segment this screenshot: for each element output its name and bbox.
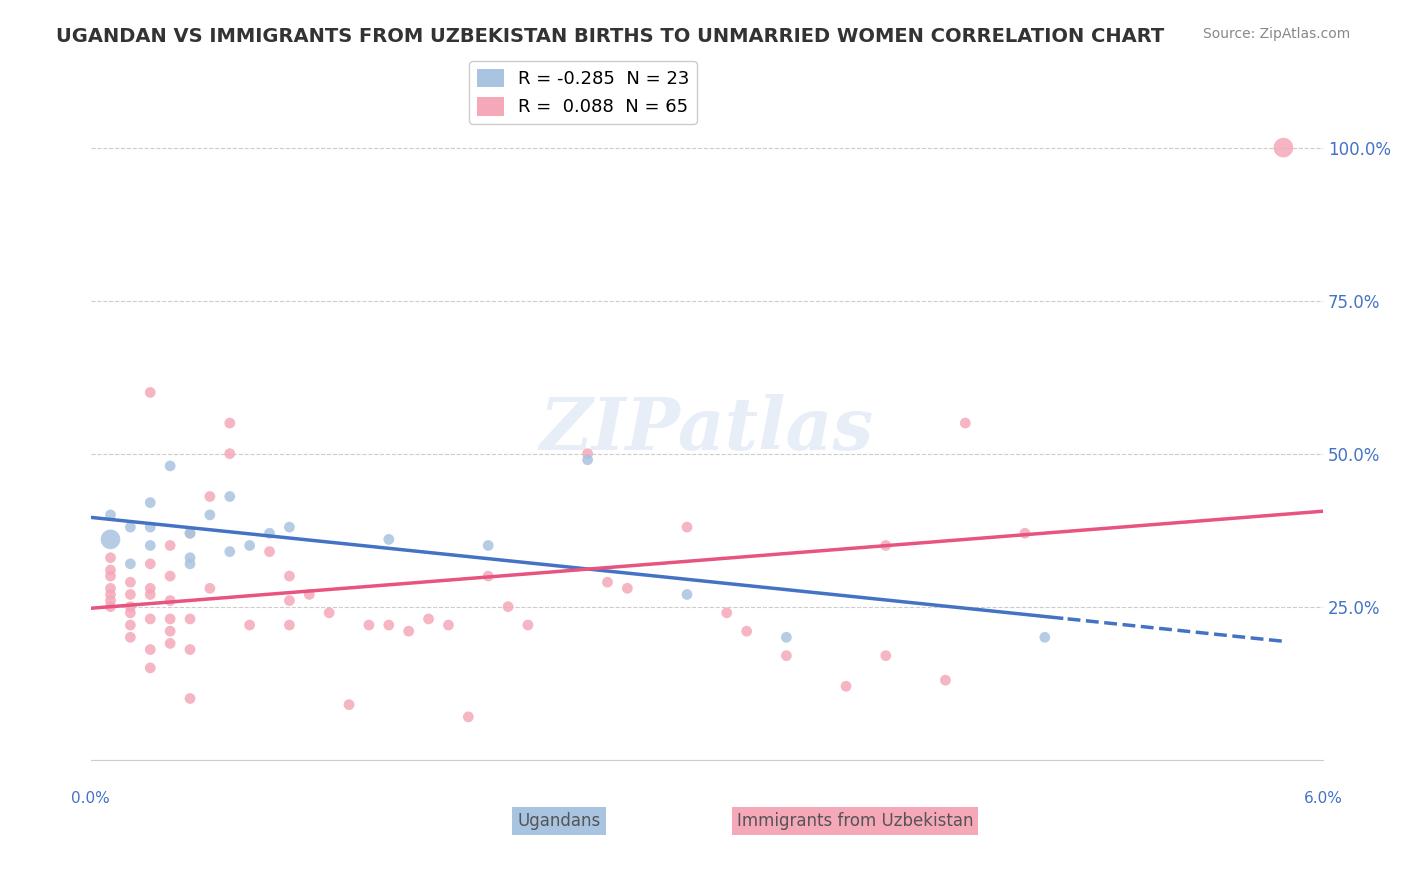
Point bbox=[418, 612, 440, 626]
Point bbox=[198, 490, 221, 504]
Text: ZIPatlas: ZIPatlas bbox=[540, 393, 875, 465]
Text: Ugandans: Ugandans bbox=[517, 812, 600, 830]
Point bbox=[357, 618, 380, 632]
Point bbox=[378, 533, 401, 547]
Point bbox=[259, 544, 281, 558]
Point bbox=[179, 526, 201, 541]
Point bbox=[477, 539, 499, 553]
Point bbox=[576, 452, 599, 467]
Point bbox=[139, 539, 162, 553]
Point bbox=[218, 490, 240, 504]
Point bbox=[179, 612, 201, 626]
Point bbox=[955, 416, 977, 430]
Point bbox=[716, 606, 738, 620]
Point bbox=[775, 630, 797, 644]
Point bbox=[100, 508, 122, 522]
Point bbox=[120, 520, 142, 534]
Point bbox=[100, 582, 122, 596]
Point bbox=[139, 495, 162, 509]
Point bbox=[775, 648, 797, 663]
Point bbox=[676, 587, 699, 601]
Point bbox=[120, 575, 142, 590]
Point bbox=[159, 458, 181, 473]
Point bbox=[218, 544, 240, 558]
Point bbox=[120, 599, 142, 614]
Point bbox=[139, 642, 162, 657]
Point bbox=[318, 606, 340, 620]
Point bbox=[120, 606, 142, 620]
Point bbox=[100, 593, 122, 607]
Point bbox=[159, 593, 181, 607]
Point bbox=[100, 563, 122, 577]
Point bbox=[100, 533, 122, 547]
Point bbox=[159, 569, 181, 583]
Point bbox=[120, 557, 142, 571]
Text: 6.0%: 6.0% bbox=[1303, 790, 1343, 805]
Point bbox=[139, 582, 162, 596]
Legend: R = -0.285  N = 23, R =  0.088  N = 65: R = -0.285 N = 23, R = 0.088 N = 65 bbox=[470, 62, 697, 124]
Point bbox=[259, 526, 281, 541]
Point bbox=[218, 447, 240, 461]
Point bbox=[616, 582, 638, 596]
Text: Immigrants from Uzbekistan: Immigrants from Uzbekistan bbox=[737, 812, 973, 830]
Point bbox=[100, 550, 122, 565]
Point bbox=[1014, 526, 1036, 541]
Point bbox=[139, 612, 162, 626]
Point bbox=[120, 587, 142, 601]
Text: 0.0%: 0.0% bbox=[72, 790, 110, 805]
Point bbox=[139, 557, 162, 571]
Point bbox=[159, 624, 181, 639]
Point bbox=[835, 679, 858, 693]
Point bbox=[139, 385, 162, 400]
Point bbox=[596, 575, 619, 590]
Point bbox=[100, 569, 122, 583]
Point bbox=[239, 539, 262, 553]
Point bbox=[218, 416, 240, 430]
Point bbox=[576, 447, 599, 461]
Point bbox=[179, 642, 201, 657]
Point bbox=[179, 691, 201, 706]
Point bbox=[159, 636, 181, 650]
Point bbox=[278, 618, 301, 632]
Point bbox=[517, 618, 540, 632]
Point bbox=[398, 624, 420, 639]
Point bbox=[1033, 630, 1056, 644]
Point bbox=[139, 520, 162, 534]
Point bbox=[100, 599, 122, 614]
Point bbox=[179, 526, 201, 541]
Point bbox=[278, 593, 301, 607]
Point bbox=[198, 582, 221, 596]
Text: UGANDAN VS IMMIGRANTS FROM UZBEKISTAN BIRTHS TO UNMARRIED WOMEN CORRELATION CHAR: UGANDAN VS IMMIGRANTS FROM UZBEKISTAN BI… bbox=[56, 27, 1164, 45]
Point bbox=[198, 508, 221, 522]
Point bbox=[239, 618, 262, 632]
Point bbox=[179, 550, 201, 565]
Point bbox=[496, 599, 519, 614]
Point bbox=[875, 648, 897, 663]
Point bbox=[159, 612, 181, 626]
Point bbox=[875, 539, 897, 553]
Point bbox=[676, 520, 699, 534]
Point bbox=[159, 539, 181, 553]
Point bbox=[477, 569, 499, 583]
Point bbox=[298, 587, 321, 601]
Point bbox=[934, 673, 956, 687]
Text: Source: ZipAtlas.com: Source: ZipAtlas.com bbox=[1202, 27, 1350, 41]
Point bbox=[278, 569, 301, 583]
Point bbox=[337, 698, 360, 712]
Point bbox=[457, 710, 479, 724]
Point bbox=[179, 557, 201, 571]
Point bbox=[120, 618, 142, 632]
Point bbox=[278, 520, 301, 534]
Point bbox=[139, 661, 162, 675]
Point bbox=[735, 624, 758, 639]
Point bbox=[1272, 140, 1295, 154]
Point bbox=[437, 618, 460, 632]
Point bbox=[378, 618, 401, 632]
Point bbox=[139, 587, 162, 601]
Point bbox=[100, 587, 122, 601]
Point bbox=[120, 630, 142, 644]
